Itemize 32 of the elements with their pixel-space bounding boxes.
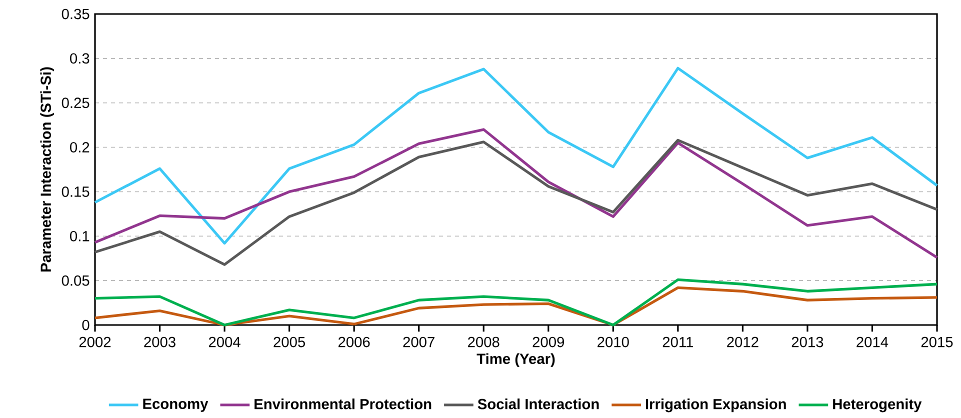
x-tick-label: 2012: [727, 336, 758, 348]
x-tick-label: 2005: [274, 336, 305, 348]
x-tick-label: 2014: [856, 336, 888, 348]
y-tick-label: 0.15: [62, 186, 90, 197]
x-tick-label: 2013: [792, 336, 824, 348]
x-tick-label: 2003: [144, 336, 176, 348]
x-tick-label: 2007: [403, 336, 434, 348]
x-tick-label: 2008: [468, 336, 500, 348]
y-tick-label: 0.3: [70, 53, 90, 64]
line-series: [94, 66, 938, 245]
y-tick-label: 0.35: [62, 8, 90, 20]
y-tick-label: 0: [82, 320, 90, 330]
legend-label: Economy: [143, 398, 208, 412]
y-tick-label: 0.05: [62, 275, 90, 286]
x-tick-label: 2002: [79, 336, 111, 348]
x-tick-label: 2004: [208, 336, 240, 348]
x-tick-label: 2010: [598, 336, 629, 348]
x-tick-label: 2015: [921, 336, 953, 348]
legend-label: Environmental Protection: [254, 398, 432, 410]
legend-label: Social Interaction: [478, 398, 599, 410]
y-tick-label: 0.1: [70, 230, 90, 242]
line-series: [94, 278, 938, 326]
y-tick-label: 0.25: [62, 98, 90, 108]
x-tick-label: 2011: [662, 336, 693, 348]
y-tick-label: 0.2: [70, 142, 90, 152]
x-axis-title: Time (Year): [476, 353, 555, 367]
x-tick-label: 2009: [532, 336, 564, 348]
legend-label: Heterogenity: [833, 398, 922, 412]
x-tick-label: 2006: [338, 336, 370, 348]
line-series: [94, 286, 938, 326]
legend-label: Irrigation Expansion: [646, 398, 786, 412]
y-axis-title: Parameter Interaction (STi-Si): [40, 67, 54, 272]
